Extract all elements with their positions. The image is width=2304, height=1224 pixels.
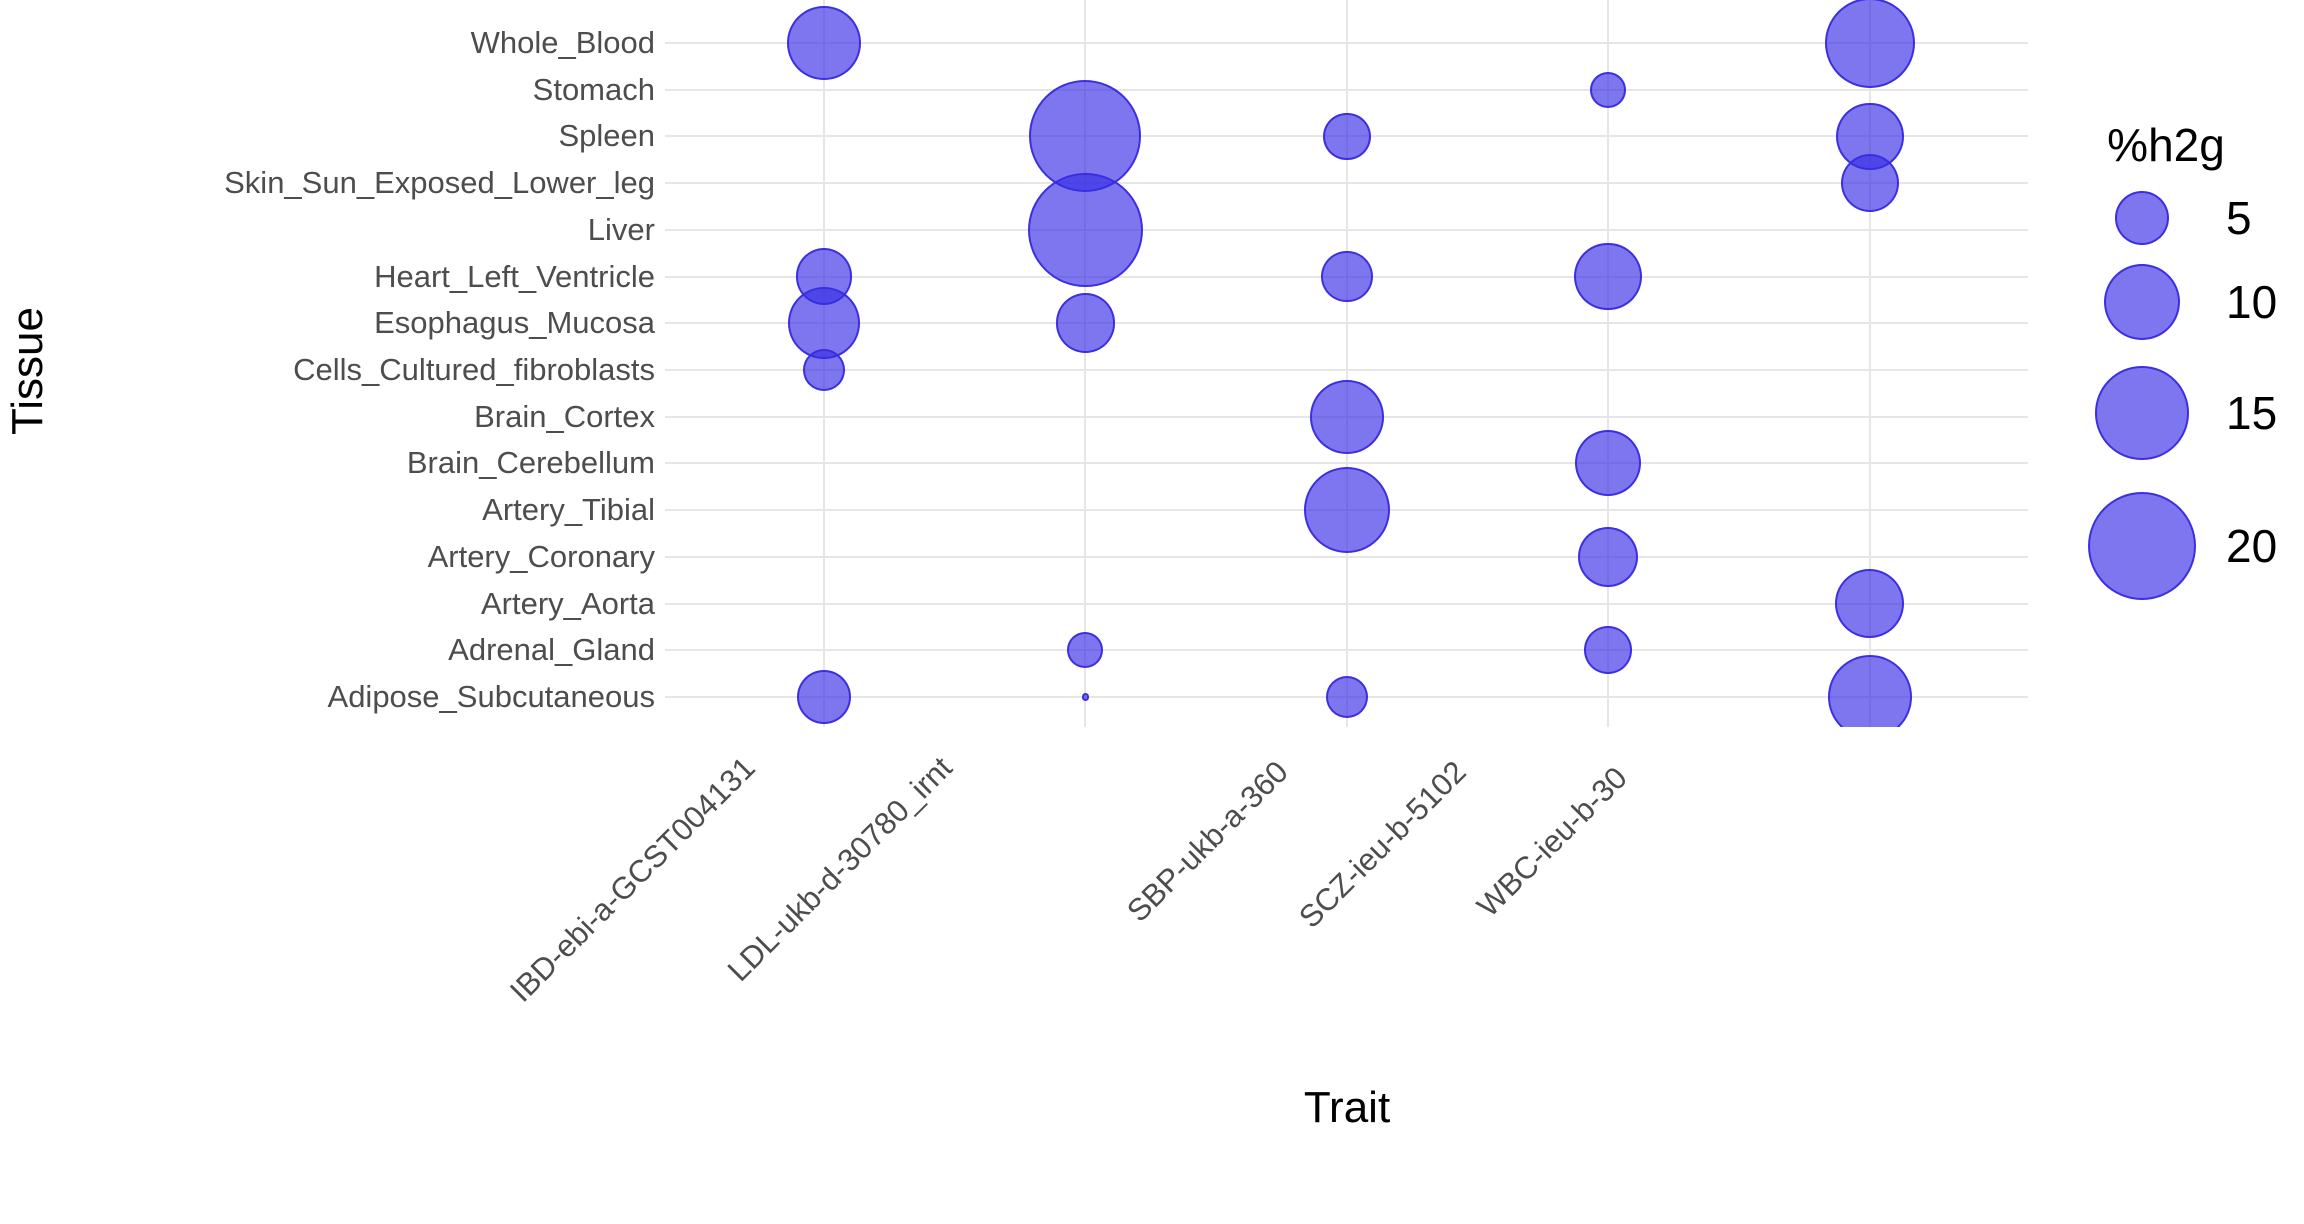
legend-circle-20 [2088, 492, 2196, 600]
bubble-SCZ-ieu-b-5102-Heart_Left_Ventricle [1574, 242, 1643, 311]
y-tick-label: Heart_Left_Ventricle [374, 258, 655, 294]
bubble-WBC-ieu-b-30-Adipose_Subcutaneous [1827, 655, 1912, 727]
bubble-SBP-ukb-a-360-Adipose_Subcutaneous [1325, 676, 1368, 718]
bubble-IBD-ebi-a-GCST004131-Adipose_Subcutaneous [797, 670, 851, 724]
y-tick-label: Liver [587, 211, 655, 247]
bubble-SBP-ukb-a-360-Heart_Left_Ventricle [1320, 250, 1373, 303]
x-axis-title: Trait [1303, 1083, 1391, 1132]
y-tick-label: Stomach [532, 71, 655, 107]
bubble-LDL-ukb-d-30780_irnt-Liver [1028, 172, 1143, 288]
y-tick-label: Artery_Coronary [427, 538, 655, 574]
bubble-SBP-ukb-a-360-Brain_Cortex [1309, 379, 1384, 454]
legend-circle-10 [2103, 263, 2181, 341]
y-tick-label: Adrenal_Gland [448, 632, 655, 668]
y-tick-label: Artery_Aorta [480, 585, 655, 621]
bubble-IBD-ebi-a-GCST004131-Whole_Blood [787, 6, 861, 80]
y-tick-label: Skin_Sun_Exposed_Lower_leg [224, 165, 655, 201]
bubble-LDL-ukb-d-30780_irnt-Adipose_Subcutaneous [1081, 693, 1090, 701]
y-tick-label: Spleen [558, 118, 655, 154]
bubble-IBD-ebi-a-GCST004131-Esophagus_Mucosa [788, 287, 860, 360]
bubble-chart-figure: Whole_Blood Stomach Spleen Skin_Sun_Exposed… [3, 0, 2278, 1132]
gridline-vertical [1345, 0, 1348, 727]
y-tick-label: Brain_Cerebellum [406, 445, 655, 481]
x-tick-label: IBD-ebi-a-GCST004131 [503, 750, 762, 1009]
gridline-vertical [1868, 0, 1871, 727]
bubble-SBP-ukb-a-360-Artery_Tibial [1303, 467, 1390, 554]
bubble-SCZ-ieu-b-5102-Artery_Coronary [1578, 526, 1639, 587]
bubble-WBC-ieu-b-30-Whole_Blood [1824, 0, 1915, 88]
bubble-LDL-ukb-d-30780_irnt-Adrenal_Gland [1067, 632, 1104, 669]
bubble-SBP-ukb-a-360-Spleen [1322, 112, 1371, 161]
y-axis-title: Tissue [3, 307, 52, 435]
legend-value-label: 20 [2226, 520, 2278, 572]
y-tick-label: Cells_Cultured_fibroblasts [293, 351, 655, 387]
legend-value-label: 5 [2226, 192, 2252, 244]
y-tick-label: Esophagus_Mucosa [374, 305, 655, 341]
legend-circle-5 [2115, 191, 2169, 245]
plot-panel [665, 0, 2028, 727]
y-tick-label: Brain_Cortex [474, 398, 655, 434]
bubble-WBC-ieu-b-30-Artery_Aorta [1835, 569, 1905, 639]
legend-value-label: 10 [2226, 276, 2278, 328]
bubble-WBC-ieu-b-30-Skin_Sun_Exposed_Lower_leg [1840, 154, 1899, 213]
legend-circle-15 [2095, 366, 2189, 460]
bubble-SCZ-ieu-b-5102-Brain_Cerebellum [1575, 430, 1642, 497]
legend-title: %h2g [2107, 119, 2225, 171]
gridline-vertical [1607, 0, 1610, 727]
bubble-SCZ-ieu-b-5102-Adrenal_Gland [1584, 626, 1633, 675]
y-tick-label: Artery_Tibial [482, 492, 655, 528]
bubble-IBD-ebi-a-GCST004131-Cells_Cultured_fibroblasts [803, 349, 845, 391]
gridline-vertical [1084, 0, 1087, 727]
y-tick-label: Whole_Blood [470, 25, 655, 60]
bubble-LDL-ukb-d-30780_irnt-Esophagus_Mucosa [1055, 293, 1116, 354]
bubble-SCZ-ieu-b-5102-Stomach [1590, 71, 1627, 108]
y-tick-label: Adipose_Subcutaneous [327, 678, 655, 714]
legend-value-label: 15 [2226, 387, 2278, 439]
